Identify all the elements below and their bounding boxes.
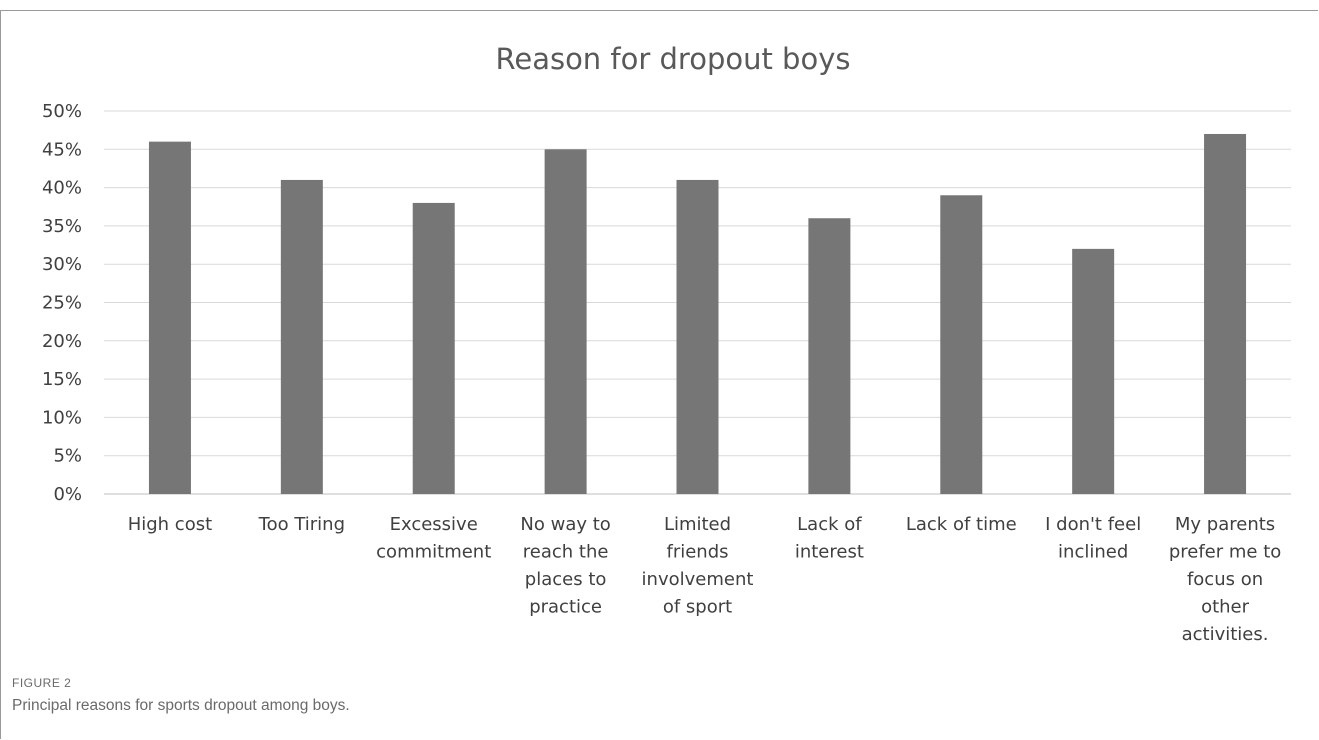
bar xyxy=(940,195,983,494)
figure-frame xyxy=(0,10,1318,739)
bar-chart: Reason for dropout boys 0% 5% 10% 15% 20% 25%… xyxy=(42,42,1291,645)
y-axis-ticks: 0% 5% 10% 15% 20% 25% 30% 35% 40% 45% 50% xyxy=(42,101,82,505)
x-axis-category-labels: High cost Too Tiring Excessive commitment No… xyxy=(128,514,1282,645)
y-tick-label: 35% xyxy=(42,216,82,237)
x-category-label: High cost xyxy=(128,514,212,535)
y-tick-label: 15% xyxy=(42,369,82,390)
bar xyxy=(1072,248,1115,494)
chart-title: Reason for dropout boys xyxy=(496,42,851,76)
y-tick-label: 20% xyxy=(42,331,82,352)
bar xyxy=(280,179,323,494)
bar xyxy=(412,202,455,495)
x-category-label: I don't feel inclined xyxy=(1045,514,1141,563)
y-tick-label: 30% xyxy=(42,254,82,275)
y-tick-label: 50% xyxy=(42,101,82,122)
x-category-label: My parents prefer me to focus on other activ… xyxy=(1169,514,1281,645)
x-category-label: Lack of interest xyxy=(795,514,864,563)
bars xyxy=(148,133,1247,495)
y-tick-label: 5% xyxy=(53,446,82,467)
y-tick-label: 0% xyxy=(53,484,82,505)
x-category-label: Too Tiring xyxy=(258,514,345,535)
x-category-label: No way to reach the places to practice xyxy=(520,514,610,618)
bar xyxy=(808,218,851,495)
bar xyxy=(1204,133,1247,495)
bar xyxy=(544,149,587,495)
figure-caption: Principal reasons for sports dropout amo… xyxy=(12,697,350,714)
x-category-label: Excessive commitment xyxy=(376,514,491,563)
y-tick-label: 10% xyxy=(42,407,82,428)
figure-label: FIGURE 2 xyxy=(12,676,72,690)
y-tick-label: 45% xyxy=(42,139,82,160)
bar xyxy=(676,179,719,494)
y-tick-label: 25% xyxy=(42,293,82,314)
bar xyxy=(148,141,191,494)
x-category-label: Lack of time xyxy=(906,514,1017,535)
y-tick-label: 40% xyxy=(42,178,82,199)
x-category-label: Limited friends involvement of sport xyxy=(642,514,754,618)
